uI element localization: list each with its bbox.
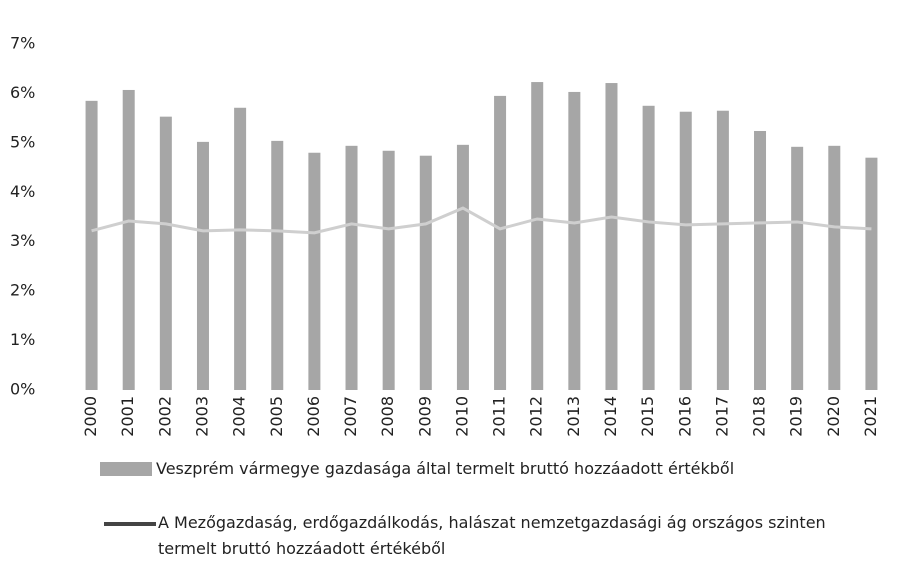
bar	[605, 83, 618, 390]
bar	[419, 155, 432, 390]
bar	[865, 157, 878, 390]
x-tick-label: 2015	[638, 396, 657, 437]
x-tick-label: 2006	[304, 396, 323, 437]
y-tick-label: 0%	[10, 380, 35, 399]
bar	[271, 140, 284, 390]
bar	[196, 141, 209, 390]
x-tick-label: 2011	[490, 396, 509, 437]
x-tick-label: 2020	[824, 396, 843, 437]
x-tick-label: 2009	[415, 396, 434, 437]
bar	[456, 144, 469, 390]
bar	[679, 111, 692, 391]
y-tick-label: 4%	[10, 182, 35, 201]
legend-label: Veszprém vármegye gazdasága által termel…	[156, 459, 735, 478]
y-tick-label: 6%	[10, 83, 35, 102]
bar	[791, 146, 804, 390]
x-tick-label: 2002	[155, 396, 174, 437]
x-tick-label: 2014	[601, 396, 620, 437]
bar	[531, 82, 544, 390]
x-tick-label: 2019	[787, 396, 806, 437]
x-tick-label: 2018	[750, 396, 769, 437]
bar	[382, 150, 395, 390]
x-tick-label: 2016	[675, 396, 694, 437]
x-tick-label: 2010	[452, 396, 471, 437]
x-tick-label: 2012	[527, 396, 546, 437]
legend-label: A Mezőgazdaság, erdőgazdálkodás, halásza…	[158, 513, 826, 558]
bar	[642, 105, 655, 391]
y-tick-label: 3%	[10, 231, 35, 250]
legend-line-swatch	[104, 522, 156, 526]
x-tick-label: 2004	[230, 396, 249, 437]
bar	[568, 91, 581, 391]
x-tick-label: 2021	[861, 396, 880, 437]
x-tick-label: 2000	[81, 396, 100, 437]
x-tick-label: 2001	[118, 396, 137, 437]
y-tick-label: 1%	[10, 330, 35, 349]
line	[91, 206, 872, 235]
y-tick-label: 2%	[10, 281, 35, 300]
bar	[234, 107, 247, 391]
x-tick-label: 2017	[712, 396, 731, 437]
bar	[85, 100, 98, 390]
bar	[754, 130, 767, 390]
bar	[122, 89, 135, 391]
x-tick-label: 2013	[564, 396, 583, 437]
legend-bar-swatch	[100, 462, 152, 476]
y-tick-label: 7%	[10, 34, 35, 53]
y-tick-label: 5%	[10, 132, 35, 151]
x-tick-label: 2007	[341, 396, 360, 437]
bar	[494, 95, 507, 391]
x-tick-label: 2008	[378, 396, 397, 437]
bar	[159, 116, 172, 390]
bar	[308, 152, 321, 390]
bar	[345, 145, 358, 390]
x-tick-label: 2003	[192, 396, 211, 437]
bar	[828, 145, 841, 390]
x-tick-label: 2005	[267, 396, 286, 437]
bar	[716, 110, 729, 390]
